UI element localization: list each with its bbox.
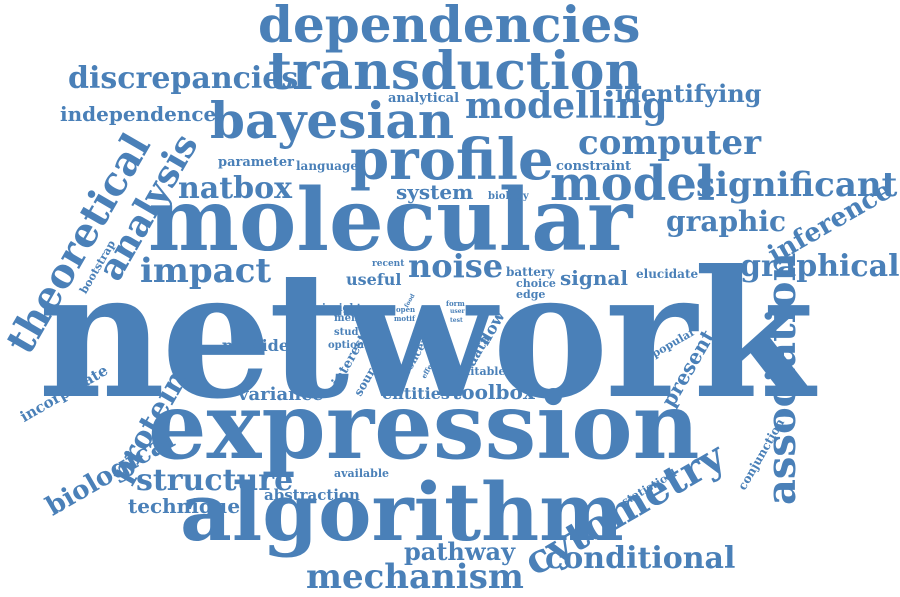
word-identifying: identifying [615, 79, 762, 108]
word-option: option [328, 340, 365, 351]
word-structure: structure [136, 463, 294, 498]
word-study: study [334, 327, 365, 338]
word-significant: significant [696, 165, 898, 205]
word-toolbox: toolbox [452, 380, 535, 404]
word-graphic: graphic [666, 205, 787, 238]
word-form: form [446, 299, 465, 308]
word-user: user [450, 308, 465, 315]
word-system: system [396, 180, 474, 204]
word-discrepancies: discrepancies [68, 61, 299, 96]
word-independence: independence [60, 102, 217, 126]
word-modelling: modelling [465, 85, 668, 127]
word-choice: choice [516, 277, 556, 290]
word-analytical: analytical [388, 91, 460, 106]
word-model: model [550, 156, 716, 212]
word-available: available [334, 467, 389, 480]
word-pathway: pathway [404, 537, 516, 566]
word-recent: recent [372, 259, 405, 269]
word-network: network [38, 233, 814, 438]
word-variance: variance [238, 384, 324, 405]
word-technique: technique [128, 494, 241, 518]
word-test: test [450, 317, 463, 324]
word-profile: profile [350, 127, 554, 193]
word-constraint: constraint [556, 159, 632, 174]
word-noise: noise [408, 247, 504, 285]
word-suitable: suitable [456, 365, 506, 378]
word-algorithm: algorithm [180, 465, 624, 559]
word-dependencies: dependencies [258, 0, 641, 54]
word-insight: insight [322, 303, 362, 314]
word-open: open [396, 305, 416, 314]
word-biology: biology [488, 191, 529, 202]
word-language: language [296, 159, 358, 173]
word-bayesian: bayesian [210, 91, 455, 150]
word-motif: motif [394, 314, 415, 323]
word-computer: computer [578, 123, 762, 163]
word-menu: menu [334, 313, 366, 324]
word-parameter: parameter [218, 155, 294, 170]
word-abstraction: abstraction [264, 486, 360, 504]
word-conditional: conditional [545, 541, 736, 576]
word-entities: entities [382, 384, 450, 403]
word-useful: useful [346, 270, 402, 289]
word-signal: signal [560, 266, 628, 290]
word-impact: impact [140, 251, 272, 291]
word-natbox: natbox [178, 171, 292, 206]
word-graphical: graphical [740, 249, 900, 284]
word-provide: provide [222, 336, 290, 355]
word-elucidate: elucidate [636, 267, 699, 281]
word-battery: battery [506, 265, 555, 279]
word-expression: expression [148, 372, 700, 480]
word-mechanism: mechanism [306, 557, 524, 597]
word-molecular: molecular [148, 170, 633, 271]
word-association: association [758, 252, 805, 505]
word-edge: edge [516, 288, 546, 301]
word-transduction: transduction [268, 41, 643, 102]
